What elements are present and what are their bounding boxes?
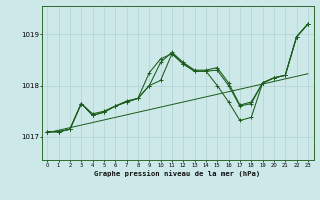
X-axis label: Graphe pression niveau de la mer (hPa): Graphe pression niveau de la mer (hPa) [94, 170, 261, 177]
